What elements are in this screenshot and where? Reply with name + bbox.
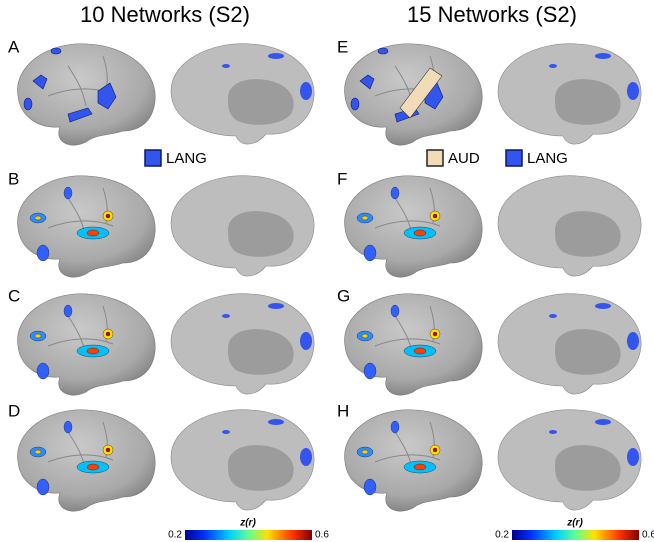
lateral-brain xyxy=(344,175,483,278)
medial-brain xyxy=(497,409,642,511)
legend-swatch xyxy=(426,149,444,167)
lateral-brain xyxy=(344,409,483,512)
lateral-brain xyxy=(344,293,483,396)
panel-label: C xyxy=(8,286,20,305)
medial-brain xyxy=(170,175,315,277)
lateral-brain xyxy=(17,409,156,512)
colorbar-title: z(r) xyxy=(566,518,583,529)
panel-label: G xyxy=(337,286,350,305)
panel-label: E xyxy=(337,37,348,56)
medial-brain xyxy=(170,293,315,395)
colorbar-title: z(r) xyxy=(239,518,256,529)
legend-label: AUD xyxy=(448,150,480,167)
medial-brain xyxy=(497,293,642,395)
column-title: 15 Networks (S2) xyxy=(407,2,577,27)
lateral-brain xyxy=(17,43,156,146)
panel-label: H xyxy=(337,401,349,420)
legend-label: LANG xyxy=(166,150,207,167)
panel-label: F xyxy=(337,169,347,188)
legend-swatch xyxy=(144,149,162,167)
colorbar-min: 0.2 xyxy=(168,530,182,541)
colorbar xyxy=(185,530,312,540)
colorbar-min: 0.2 xyxy=(495,530,509,541)
medial-brain xyxy=(497,43,642,145)
legend-label: LANG xyxy=(527,150,568,167)
lateral-brain xyxy=(17,293,156,396)
medial-brain xyxy=(497,175,642,277)
brains xyxy=(17,43,642,512)
legend-swatch xyxy=(505,149,523,167)
panel-label: D xyxy=(8,401,20,420)
colorbar xyxy=(512,530,639,540)
colorbar-max: 0.6 xyxy=(315,530,329,541)
colorbar-max: 0.6 xyxy=(642,530,654,541)
column-title: 10 Networks (S2) xyxy=(80,2,250,27)
aud-region xyxy=(399,67,443,119)
lateral-brain xyxy=(17,175,156,278)
medial-brain xyxy=(170,43,315,145)
panel-label: A xyxy=(8,37,20,56)
medial-brain xyxy=(170,409,315,511)
panel-label: B xyxy=(8,169,19,188)
